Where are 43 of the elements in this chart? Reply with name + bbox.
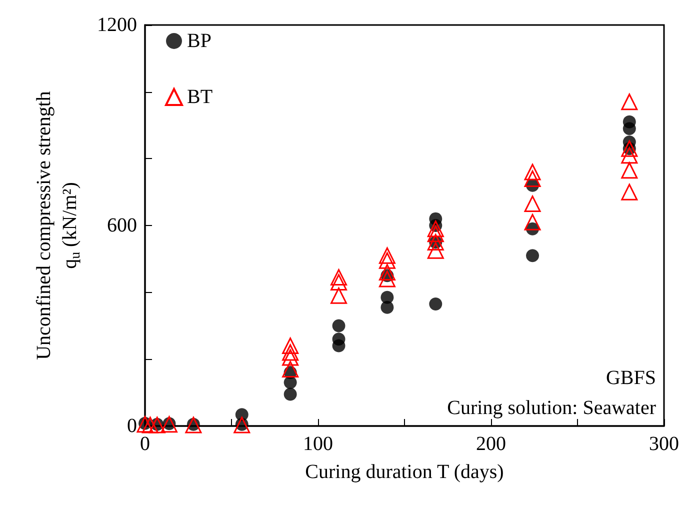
annotation: GBFS — [606, 367, 656, 389]
y-tick-label: 0 — [127, 415, 137, 437]
point — [330, 269, 348, 286]
point — [332, 339, 346, 352]
point — [524, 214, 541, 230]
annotation: Curing solution: Seawater — [447, 397, 656, 419]
point — [427, 242, 444, 259]
point — [621, 94, 638, 110]
point — [330, 287, 348, 304]
point — [621, 147, 638, 164]
point — [621, 162, 638, 179]
point — [284, 388, 297, 401]
x-tick-label: 100 — [303, 433, 333, 455]
y-tick-label: 1200 — [97, 14, 137, 36]
point — [622, 122, 636, 136]
point — [378, 270, 396, 288]
point — [282, 344, 299, 361]
x-tick-label: 200 — [476, 433, 506, 455]
point — [330, 274, 348, 291]
point — [427, 226, 444, 242]
x-tick-label: 300 — [649, 433, 679, 455]
point — [378, 264, 396, 281]
point — [526, 249, 540, 262]
point — [142, 416, 158, 434]
point — [378, 252, 396, 269]
point — [282, 349, 299, 366]
point — [621, 184, 638, 200]
point — [380, 300, 394, 314]
point — [282, 360, 299, 378]
point — [332, 319, 346, 332]
point — [429, 298, 442, 311]
point — [284, 376, 297, 390]
x-axis-title: Curing duration T (days) — [305, 461, 504, 483]
point — [282, 338, 299, 354]
point — [136, 416, 154, 433]
point — [524, 196, 541, 212]
point — [524, 170, 541, 187]
point — [378, 247, 396, 264]
legend-label: BP — [187, 30, 212, 52]
point — [524, 164, 541, 180]
legend-label: BT — [187, 86, 213, 108]
point — [427, 220, 444, 238]
y-tick-label: 600 — [107, 214, 137, 236]
